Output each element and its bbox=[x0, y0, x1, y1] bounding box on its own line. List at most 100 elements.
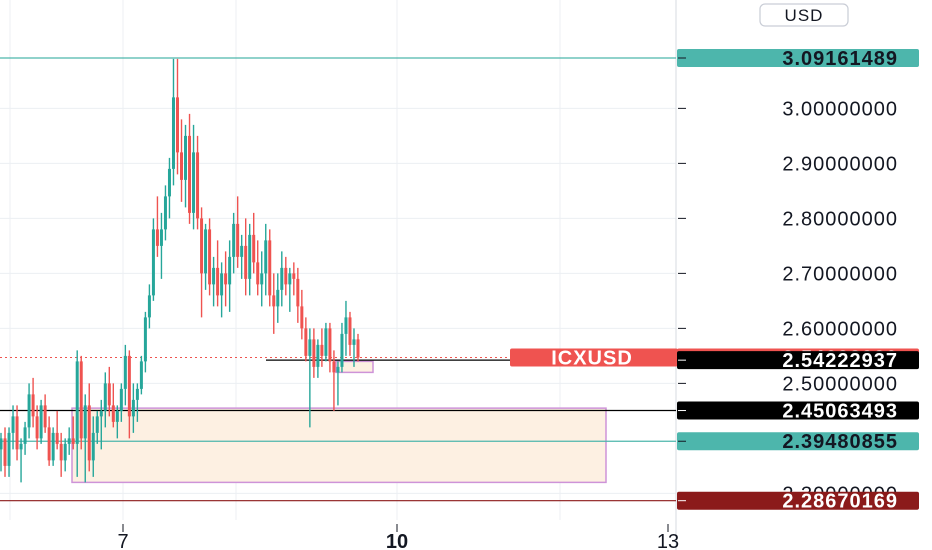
candle-body bbox=[244, 245, 248, 279]
candle-body bbox=[171, 97, 175, 169]
price-tick-label: 2.80000000 bbox=[782, 208, 898, 230]
candle-body bbox=[348, 317, 352, 345]
symbol-tag-bg bbox=[510, 348, 678, 367]
candle-body bbox=[95, 416, 99, 433]
candle-body bbox=[111, 405, 115, 422]
candle-body bbox=[3, 438, 7, 466]
price-tag-label: 2.28670169 bbox=[782, 491, 898, 513]
price-tag-bg bbox=[677, 401, 919, 420]
candle-body bbox=[272, 295, 276, 307]
candle-body bbox=[224, 273, 228, 285]
candle-body bbox=[143, 317, 147, 362]
candle-body bbox=[220, 273, 224, 296]
candle-body bbox=[91, 432, 95, 461]
candle-body bbox=[284, 267, 288, 285]
chart-grid bbox=[0, 0, 677, 550]
candle-body bbox=[79, 361, 83, 439]
price-zones bbox=[71, 360, 607, 484]
candle-body bbox=[216, 267, 220, 296]
candle-body bbox=[31, 394, 35, 417]
candle-body bbox=[232, 223, 236, 257]
candle-body bbox=[316, 344, 320, 367]
candle-body bbox=[123, 355, 127, 389]
candle-body bbox=[175, 97, 179, 153]
candle-body bbox=[256, 262, 260, 285]
price-tag[interactable]: 2.39480855 bbox=[677, 431, 919, 453]
candle-body bbox=[236, 223, 240, 257]
candle-body bbox=[103, 383, 107, 411]
candle-body bbox=[83, 405, 87, 439]
symbol-tag[interactable]: ICXUSD bbox=[510, 348, 678, 370]
price-axis[interactable]: 3.00000000 2.90000000 2.80000000 2.70000000… bbox=[678, 98, 898, 505]
candle-body bbox=[208, 229, 212, 285]
candle-body bbox=[51, 432, 55, 461]
candle-body bbox=[320, 344, 324, 356]
candle-body bbox=[119, 388, 123, 411]
candle-body bbox=[340, 333, 344, 367]
time-label: 7 bbox=[117, 531, 128, 550]
candle-body bbox=[260, 273, 264, 285]
candle-body bbox=[196, 152, 200, 219]
candle-body bbox=[155, 229, 159, 246]
candle-body bbox=[240, 245, 244, 257]
candle-body bbox=[27, 394, 31, 428]
candle-body bbox=[332, 361, 336, 373]
price-tag-label: 2.39480855 bbox=[782, 431, 898, 453]
price-tick-label: 3.00000000 bbox=[782, 98, 898, 120]
candle-body bbox=[288, 273, 292, 285]
candle-body bbox=[228, 256, 232, 285]
candle-body bbox=[336, 366, 340, 373]
candle-body bbox=[280, 267, 284, 290]
currency-label: USD bbox=[785, 6, 824, 25]
candle-body bbox=[356, 339, 360, 358]
candle-body bbox=[23, 427, 27, 444]
price-tag[interactable]: 3.09161489 bbox=[677, 48, 919, 70]
candle-body bbox=[252, 234, 256, 263]
price-tag-label: 2.45063493 bbox=[782, 401, 898, 423]
candle-body bbox=[344, 317, 348, 334]
candle-body bbox=[99, 410, 103, 417]
candle-body bbox=[43, 405, 47, 428]
time-label: 10 bbox=[386, 531, 408, 550]
candle-body bbox=[248, 234, 252, 279]
candle-body bbox=[47, 427, 51, 461]
candle-body bbox=[212, 267, 216, 285]
candle-body bbox=[147, 295, 151, 318]
price-tag-bg bbox=[677, 432, 919, 451]
candle-body bbox=[127, 355, 131, 417]
candle-body bbox=[167, 168, 171, 197]
candle-body bbox=[312, 339, 316, 367]
price-tag-bg bbox=[677, 351, 919, 370]
candle-body bbox=[163, 196, 167, 230]
price-tag-label: 3.09161489 bbox=[782, 48, 898, 70]
time-axis[interactable]: 7 10 13 bbox=[117, 524, 679, 550]
price-tag-bg bbox=[677, 491, 919, 510]
candles bbox=[0, 58, 360, 483]
candle-body bbox=[159, 229, 163, 246]
price-tick-label: 2.90000000 bbox=[782, 153, 898, 175]
candle-body bbox=[300, 306, 304, 329]
price-tag[interactable]: 2.54222937 bbox=[677, 350, 919, 372]
candle-body bbox=[184, 135, 188, 180]
price-tag[interactable]: 2.45063493 bbox=[677, 401, 919, 423]
candle-body bbox=[276, 289, 280, 307]
candle-body bbox=[35, 416, 39, 439]
candle-body bbox=[115, 410, 119, 422]
demand-zone[interactable] bbox=[71, 407, 607, 484]
candle-body bbox=[308, 339, 312, 356]
candle-body bbox=[11, 416, 15, 433]
candle-body bbox=[304, 328, 308, 356]
price-tags: 3.091614892.54698230ICXUSD2.542229372.45… bbox=[510, 48, 919, 513]
candle-body bbox=[63, 443, 67, 461]
candle-body bbox=[264, 240, 268, 274]
candle-body bbox=[0, 438, 3, 450]
price-tick-label: 2.50000000 bbox=[782, 373, 898, 395]
price-tag[interactable]: 2.28670169 bbox=[677, 491, 919, 513]
candle-body bbox=[107, 383, 111, 406]
candle-body bbox=[55, 432, 59, 444]
price-tag-label: 2.54222937 bbox=[782, 350, 898, 372]
candle-body bbox=[200, 218, 204, 274]
candle-body bbox=[192, 152, 196, 213]
currency-badge[interactable]: USD bbox=[759, 3, 849, 27]
